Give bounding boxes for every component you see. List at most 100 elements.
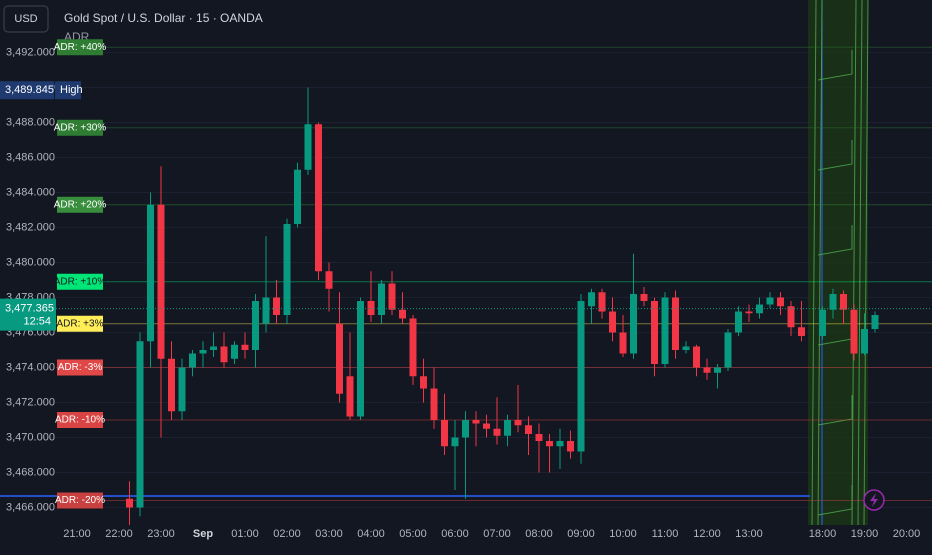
candle-body [787, 306, 795, 328]
y-tick-label: 3,468.000 [6, 466, 55, 478]
high-badge [0, 81, 54, 100]
candle-body [861, 329, 868, 354]
x-tick-label: 03:00 [315, 528, 343, 540]
y-tick-label: 3,482.000 [6, 221, 55, 233]
candle-body [409, 318, 417, 377]
candle-body [241, 344, 249, 350]
adr-badge [57, 315, 103, 332]
grid [56, 52, 932, 508]
candle-body [157, 204, 165, 359]
adr-label: ADR: +10% [54, 276, 107, 287]
candle-body [724, 332, 732, 368]
candle-body [430, 388, 438, 420]
candle-body [546, 441, 553, 447]
candle-body [336, 323, 343, 394]
zone-step [817, 50, 853, 81]
candle-body [178, 367, 186, 412]
currency-button[interactable] [3, 5, 49, 33]
bolt [870, 493, 878, 507]
candle-body [640, 294, 648, 301]
candle-body [567, 441, 574, 452]
x-tick-label: 22:00 [105, 528, 133, 540]
y-tick-label: 3,480.000 [6, 256, 55, 268]
candle-body [588, 292, 595, 307]
x-tick-label: 13:00 [735, 528, 763, 540]
y-tick-label: 3,492.000 [6, 46, 55, 58]
candle-body [136, 341, 144, 508]
candle-body [273, 297, 280, 315]
adr-label: ADR: +20% [54, 199, 107, 210]
candle-body [294, 169, 301, 224]
candle-body [609, 311, 616, 333]
candle-body [304, 124, 312, 170]
candle-body [472, 420, 480, 424]
candle-body [829, 294, 837, 310]
x-tick-label: 01:00 [231, 528, 259, 540]
candle-body [357, 301, 364, 417]
candle-body [735, 311, 742, 333]
candle-body [252, 301, 259, 350]
candle-body [598, 292, 606, 312]
zone-line [817, 0, 823, 526]
candle-body [504, 420, 511, 436]
candle-body [147, 204, 154, 342]
symbol-title: Gold Spot / U.S. Dollar · 15 · OANDA [64, 11, 263, 25]
adr-label: ADR: +40% [54, 42, 107, 53]
y-tick-label: 3,488.000 [6, 116, 55, 128]
zone-step [817, 395, 853, 426]
candle-body [619, 332, 627, 354]
last-badge [0, 298, 56, 331]
y-tick-label: 3,470.000 [6, 431, 55, 443]
candle-body [346, 376, 354, 417]
high-tag: High [60, 84, 83, 96]
zone-step [817, 485, 853, 516]
zone-line [811, 0, 817, 526]
x-tick-label: 05:00 [399, 528, 427, 540]
candle-body [199, 350, 207, 354]
adr-label: ADR: -20% [55, 495, 105, 506]
adr-badge [57, 39, 103, 56]
session-zone [808, 0, 868, 525]
adr-badge [57, 119, 103, 136]
y-tick-label: 3,474.000 [6, 361, 55, 373]
x-tick-label: 21:00 [63, 528, 91, 540]
candle-body [399, 309, 406, 319]
candle-body [798, 327, 805, 336]
candle-body [682, 346, 690, 350]
candle-body [262, 297, 270, 324]
candle-body [189, 353, 196, 368]
candle-body [693, 346, 700, 368]
candle-body [420, 376, 427, 389]
adr-label: ADR: +3% [57, 318, 104, 329]
y-tick-label: 3,466.000 [6, 501, 55, 513]
x-tick-label: 18:00 [809, 528, 837, 540]
candle-body [840, 294, 847, 310]
candle-body [493, 428, 501, 436]
adr-badge [57, 273, 103, 290]
x-tick-label: 20:00 [893, 528, 921, 540]
zone-line [863, 0, 869, 526]
adr-badge [57, 359, 103, 376]
candle-body [388, 283, 396, 310]
candle-body [378, 283, 385, 315]
candle-body [756, 304, 763, 314]
x-tick-label: 07:00 [483, 528, 511, 540]
candle-body [651, 301, 658, 364]
x-tick-label: 06:00 [441, 528, 469, 540]
last-price: 3,477.365 [5, 303, 54, 315]
x-tick-label: 04:00 [357, 528, 385, 540]
adr-badge [57, 412, 103, 428]
high-price: 3,489.845 [5, 84, 54, 96]
y-tick-label: 3,486.000 [6, 151, 55, 163]
candle-body [766, 297, 774, 305]
currency[interactable]: USD [14, 13, 37, 25]
adr-label: ADR: -10% [55, 415, 105, 426]
candle-body [819, 309, 826, 336]
candle-body [210, 346, 217, 350]
candle-body [556, 441, 564, 447]
candle-body [777, 297, 784, 307]
candle-body [850, 309, 858, 354]
adr-label: ADR: +30% [54, 122, 107, 133]
zone-step [817, 140, 853, 171]
